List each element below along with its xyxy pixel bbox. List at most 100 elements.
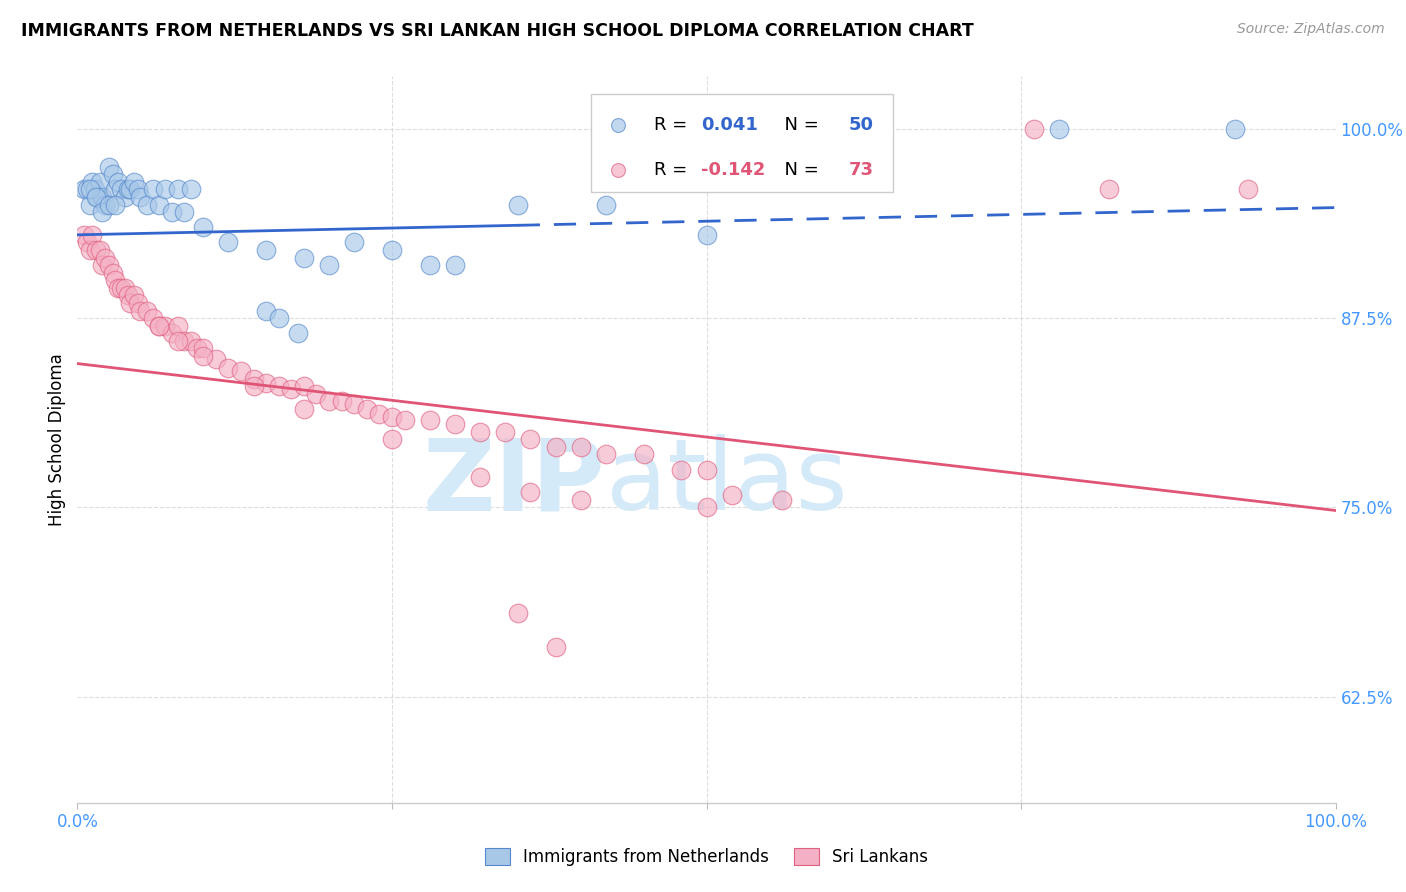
Point bbox=[633, 447, 655, 461]
Point bbox=[97, 160, 120, 174]
Point bbox=[343, 235, 366, 250]
Text: 0.041: 0.041 bbox=[702, 116, 758, 135]
Point bbox=[191, 342, 215, 356]
Point bbox=[114, 281, 136, 295]
Point bbox=[148, 318, 170, 333]
Point bbox=[356, 402, 378, 417]
Point bbox=[91, 190, 114, 204]
Point bbox=[122, 288, 145, 302]
Point bbox=[167, 334, 190, 348]
Point bbox=[114, 190, 136, 204]
Point bbox=[127, 182, 149, 196]
Point bbox=[544, 440, 567, 454]
Point bbox=[468, 470, 491, 484]
Point bbox=[107, 281, 129, 295]
Point bbox=[254, 376, 277, 391]
Point bbox=[142, 311, 165, 326]
Point bbox=[72, 182, 94, 196]
Point bbox=[318, 258, 340, 272]
Point bbox=[155, 318, 177, 333]
Point bbox=[607, 225, 630, 239]
Point bbox=[191, 349, 215, 363]
Point bbox=[770, 492, 793, 507]
Point bbox=[305, 387, 328, 401]
Point bbox=[242, 379, 264, 393]
Point bbox=[135, 303, 157, 318]
Point bbox=[569, 440, 592, 454]
Point bbox=[84, 182, 107, 196]
Point bbox=[419, 412, 441, 426]
Point bbox=[82, 227, 104, 242]
Point bbox=[229, 364, 252, 378]
Point bbox=[494, 425, 516, 439]
Text: N =: N = bbox=[773, 116, 825, 135]
Point bbox=[330, 394, 353, 409]
Point bbox=[217, 361, 239, 376]
Point bbox=[104, 182, 127, 196]
Point bbox=[91, 258, 114, 272]
Legend: Immigrants from Netherlands, Sri Lankans: Immigrants from Netherlands, Sri Lankans bbox=[478, 841, 935, 873]
Point bbox=[76, 182, 98, 196]
Point bbox=[72, 227, 94, 242]
Point bbox=[117, 182, 139, 196]
Point bbox=[696, 500, 718, 515]
Point bbox=[82, 175, 104, 189]
Point bbox=[155, 182, 177, 196]
Point bbox=[142, 182, 165, 196]
Point bbox=[444, 417, 467, 432]
Point bbox=[280, 382, 302, 396]
Point bbox=[101, 266, 124, 280]
Point bbox=[519, 432, 541, 446]
Point bbox=[242, 372, 264, 386]
Point bbox=[287, 326, 309, 341]
Point bbox=[160, 205, 183, 219]
Point bbox=[1098, 182, 1121, 196]
Point bbox=[569, 492, 592, 507]
Point bbox=[127, 296, 149, 310]
Point bbox=[135, 197, 157, 211]
Point bbox=[79, 197, 101, 211]
Point bbox=[97, 258, 120, 272]
Point bbox=[76, 235, 98, 250]
Point bbox=[217, 235, 239, 250]
Point bbox=[254, 303, 277, 318]
Point bbox=[519, 485, 541, 500]
Point bbox=[607, 318, 630, 333]
Point bbox=[180, 182, 202, 196]
Point bbox=[129, 303, 152, 318]
Point bbox=[292, 379, 315, 393]
Point bbox=[94, 197, 117, 211]
Point bbox=[180, 334, 202, 348]
Point bbox=[1022, 121, 1045, 136]
Point bbox=[696, 227, 718, 242]
Point bbox=[79, 182, 101, 196]
Text: 73: 73 bbox=[849, 161, 873, 179]
Point bbox=[368, 407, 391, 421]
Point bbox=[173, 334, 195, 348]
Text: -0.142: -0.142 bbox=[702, 161, 766, 179]
Point bbox=[122, 175, 145, 189]
Point bbox=[444, 258, 467, 272]
Point bbox=[292, 402, 315, 417]
Point bbox=[86, 190, 108, 204]
Point bbox=[129, 190, 152, 204]
Point bbox=[94, 251, 117, 265]
Point bbox=[84, 243, 107, 257]
Point bbox=[671, 462, 693, 476]
Point bbox=[110, 281, 132, 295]
Point bbox=[167, 182, 190, 196]
Point bbox=[160, 326, 183, 341]
Point bbox=[120, 296, 142, 310]
Point bbox=[267, 379, 290, 393]
Point bbox=[104, 273, 127, 287]
Point bbox=[204, 352, 226, 367]
Point bbox=[148, 197, 170, 211]
Point bbox=[292, 251, 315, 265]
Point bbox=[595, 197, 617, 211]
Point bbox=[91, 205, 114, 219]
Point bbox=[107, 175, 129, 189]
Text: ZIP: ZIP bbox=[423, 434, 606, 532]
Text: atlas: atlas bbox=[606, 434, 848, 532]
Text: N =: N = bbox=[773, 161, 825, 179]
Point bbox=[84, 190, 107, 204]
